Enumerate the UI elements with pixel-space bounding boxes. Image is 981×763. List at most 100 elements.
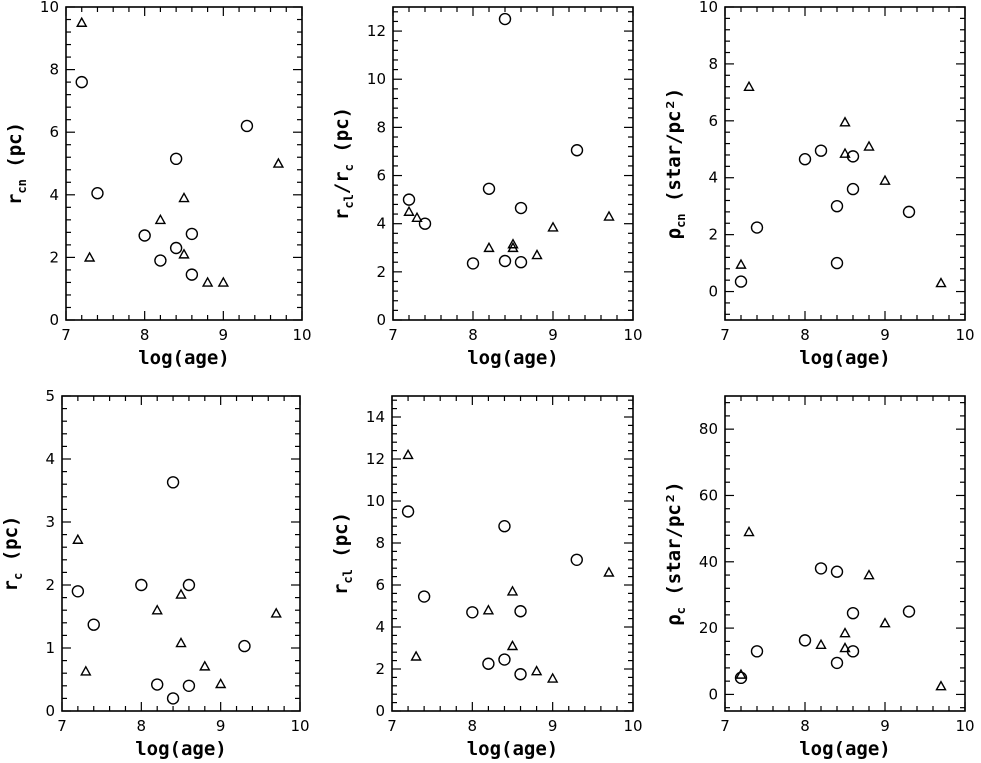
triangle-point bbox=[72, 533, 84, 544]
triangle-point bbox=[546, 672, 559, 683]
triangle-point bbox=[879, 617, 891, 628]
y-tick-label: 14 bbox=[366, 408, 385, 426]
triangle-point bbox=[80, 665, 92, 676]
x-axis-label: log(age) bbox=[135, 738, 227, 760]
x-tick-label: 10 bbox=[292, 326, 311, 344]
x-tick-label: 9 bbox=[216, 717, 226, 735]
y-tick-label: 6 bbox=[708, 112, 718, 130]
circle-point bbox=[154, 254, 167, 267]
y-tick-label: 10 bbox=[366, 492, 385, 510]
y-tick-label: 12 bbox=[367, 22, 386, 40]
circle-point bbox=[750, 645, 764, 658]
y-tick-label: 4 bbox=[49, 186, 59, 204]
circle-point bbox=[401, 505, 415, 518]
x-tick-label: 7 bbox=[387, 717, 397, 735]
triangle-point bbox=[214, 677, 227, 689]
y-tick-label: 2 bbox=[375, 660, 385, 678]
circle-point bbox=[417, 590, 431, 603]
triangle-point bbox=[272, 157, 285, 168]
triangle-point bbox=[402, 448, 414, 460]
triangle-point bbox=[603, 210, 615, 221]
triangle-point bbox=[603, 566, 615, 577]
y-tick-label: 0 bbox=[375, 702, 385, 720]
x-tick-label: 8 bbox=[468, 717, 478, 735]
circle-point bbox=[87, 618, 100, 631]
circle-point bbox=[498, 520, 511, 533]
panel-rcn: 7 8 9 10 0 2 4 6 8 10 log(age) rcn (pc) bbox=[4, 0, 312, 369]
triangle-point bbox=[270, 607, 282, 618]
x-tick-label: 10 bbox=[955, 326, 974, 344]
x-tick-label: 9 bbox=[880, 717, 890, 735]
triangle-point bbox=[530, 665, 543, 676]
circle-point bbox=[498, 12, 512, 26]
y-tick-label: 6 bbox=[375, 576, 385, 594]
triangle-point bbox=[839, 116, 851, 127]
circle-point bbox=[734, 671, 748, 685]
triangle-point bbox=[531, 249, 543, 260]
circle-point bbox=[830, 199, 844, 213]
y-tick-label: 8 bbox=[376, 118, 386, 136]
y-axis-label: rc (pc) bbox=[0, 516, 25, 592]
triangle-point bbox=[482, 604, 495, 615]
triangle-point bbox=[506, 639, 519, 651]
plot-frame bbox=[724, 395, 966, 712]
plot-frame bbox=[65, 6, 303, 321]
y-tick-label: 4 bbox=[45, 450, 55, 468]
circle-point bbox=[902, 605, 916, 618]
panel-rcl: 7 8 9 10 0 2 4 6 8 10 12 14 log(age) rcl (pc) bbox=[330, 395, 643, 760]
panel-rcl-over-rc: 7 8 9 10 0 2 4 6 8 10 12 log(age) rcl/rc (pc) bbox=[331, 6, 643, 369]
triangle-point bbox=[743, 80, 755, 91]
triangle-point bbox=[935, 680, 947, 691]
circle-point bbox=[846, 606, 860, 620]
x-tick-label: 7 bbox=[720, 326, 730, 344]
y-axis-label: rcn (pc) bbox=[4, 122, 29, 205]
circle-point bbox=[798, 634, 812, 647]
y-tick-label: 60 bbox=[699, 486, 718, 504]
circle-point bbox=[75, 75, 88, 89]
circle-point bbox=[830, 256, 844, 270]
triangle-point bbox=[839, 642, 851, 653]
y-tick-label: 2 bbox=[708, 226, 718, 244]
circle-point bbox=[418, 217, 432, 230]
x-tick-label: 9 bbox=[548, 326, 558, 344]
triangle-point bbox=[839, 627, 851, 638]
triangle-point bbox=[839, 147, 851, 158]
circle-point bbox=[166, 476, 180, 489]
x-tick-label: 7 bbox=[61, 326, 71, 344]
triangle-point bbox=[76, 16, 88, 27]
x-tick-label: 9 bbox=[219, 326, 229, 344]
x-axis-label: log(age) bbox=[467, 738, 559, 760]
y-tick-label: 2 bbox=[49, 248, 59, 266]
triangle-point bbox=[403, 205, 415, 216]
y-tick-label: 4 bbox=[708, 169, 718, 187]
circle-point bbox=[814, 144, 828, 157]
circle-point bbox=[902, 205, 916, 219]
y-tick-label: 4 bbox=[376, 215, 386, 233]
circle-point bbox=[482, 657, 495, 670]
circle-point bbox=[514, 605, 527, 618]
triangle-point bbox=[735, 258, 747, 269]
plot-frame bbox=[391, 395, 634, 712]
x-axis-label: log(age) bbox=[799, 347, 891, 369]
y-tick-label: 80 bbox=[699, 420, 718, 438]
y-tick-label: 6 bbox=[49, 123, 59, 141]
x-tick-label: 7 bbox=[720, 717, 730, 735]
y-tick-label: 1 bbox=[45, 639, 55, 657]
triangle-point bbox=[83, 251, 96, 262]
circle-point bbox=[498, 254, 512, 268]
triangle-point bbox=[411, 211, 423, 222]
x-axis-label: log(age) bbox=[799, 738, 891, 760]
plot-frame bbox=[61, 395, 301, 712]
circle-point bbox=[138, 229, 151, 242]
triangle-point bbox=[735, 668, 747, 679]
x-tick-label: 8 bbox=[137, 717, 147, 735]
triangle-point bbox=[151, 604, 163, 615]
circle-point bbox=[169, 152, 183, 166]
y-tick-label: 0 bbox=[376, 311, 386, 329]
y-axis-label: rcl/rc (pc) bbox=[331, 107, 356, 220]
triangle-point bbox=[199, 660, 211, 671]
panel-rho-c: 7 8 9 10 0 20 40 60 80 log(age) ρc (star/pc²) bbox=[663, 395, 975, 760]
circle-point bbox=[71, 585, 85, 598]
y-tick-label: 10 bbox=[40, 0, 59, 16]
panel-rho-cn: 7 8 9 10 0 2 4 6 8 10 log(age) ρcn (star/pc²) bbox=[663, 0, 975, 369]
